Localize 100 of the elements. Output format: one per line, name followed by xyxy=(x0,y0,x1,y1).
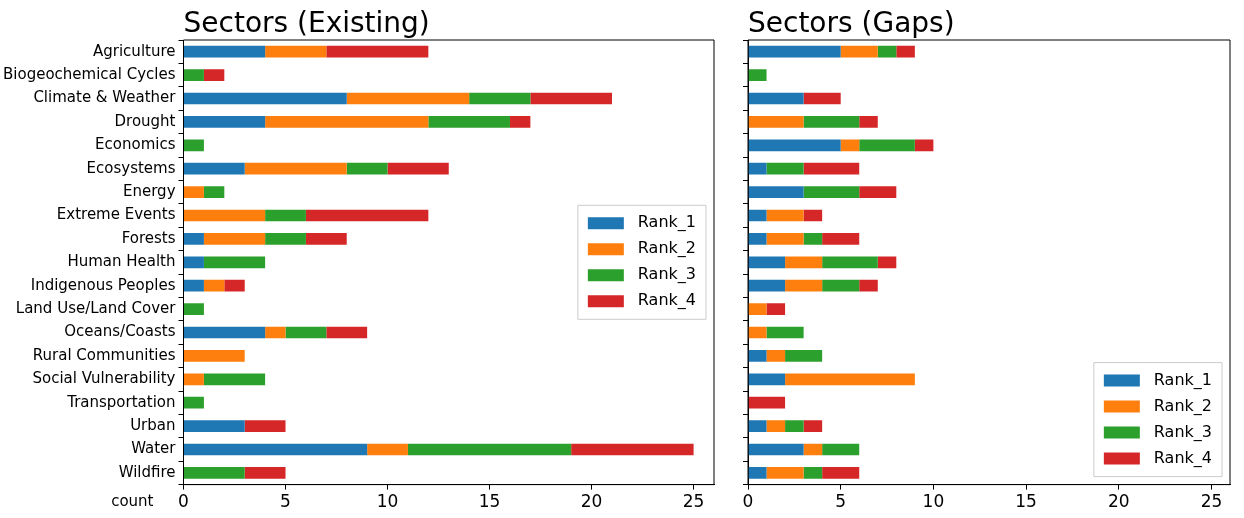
bar xyxy=(326,326,368,339)
y-tick-label: Drought xyxy=(114,111,176,130)
bar xyxy=(571,443,694,456)
bar xyxy=(244,162,347,175)
bar xyxy=(748,279,786,292)
bar xyxy=(184,373,204,386)
x-tick-label: 5 xyxy=(835,491,847,512)
legend-label: Rank_2 xyxy=(1153,395,1212,416)
bar xyxy=(822,279,860,292)
bar xyxy=(840,139,860,152)
bar xyxy=(803,92,841,105)
bar xyxy=(766,162,804,175)
x-tick-label: 15 xyxy=(478,491,501,512)
bar xyxy=(822,443,860,456)
bar xyxy=(184,256,204,269)
y-tick-label: Extreme Events xyxy=(56,205,176,224)
bar xyxy=(184,139,204,152)
bar xyxy=(803,186,860,198)
bar xyxy=(748,45,841,58)
bar xyxy=(184,326,266,339)
bar xyxy=(748,256,786,269)
y-tick-label: Transportation xyxy=(66,392,176,411)
bar xyxy=(184,396,204,409)
chart-title: Sectors (Existing) xyxy=(183,6,430,40)
bar xyxy=(766,233,804,245)
y-tick-label: Water xyxy=(131,439,177,458)
x-tick-label: 20 xyxy=(580,491,603,512)
bar xyxy=(184,45,266,58)
bar xyxy=(785,350,823,362)
x-tick-label: 25 xyxy=(682,491,705,512)
bar xyxy=(203,279,225,292)
bar xyxy=(840,45,878,58)
bar xyxy=(203,256,266,269)
bar xyxy=(766,303,786,315)
y-tick-label: Land Use/Land Cover xyxy=(15,298,177,317)
x-tick-label: 5 xyxy=(280,491,291,512)
bar xyxy=(803,116,860,128)
bar xyxy=(748,162,767,175)
bar xyxy=(305,233,347,245)
bar xyxy=(785,373,915,386)
bar xyxy=(265,326,286,339)
bar xyxy=(346,92,470,105)
legend-label: Rank_3 xyxy=(1153,421,1212,442)
bar xyxy=(785,256,823,269)
x-tick-label: 20 xyxy=(1107,491,1130,512)
bar xyxy=(748,467,767,479)
y-tick-label: Oceans/Coasts xyxy=(64,322,176,341)
bar xyxy=(748,69,767,81)
y-tick-label: Economics xyxy=(95,135,176,154)
chart-title: Sectors (Gaps) xyxy=(748,6,955,40)
bar xyxy=(530,92,612,105)
y-tick-label: Human Health xyxy=(67,252,176,271)
bar xyxy=(748,303,767,315)
bar xyxy=(748,373,786,386)
bar xyxy=(509,116,531,128)
bar xyxy=(203,69,225,81)
y-tick-label: Energy xyxy=(122,181,176,200)
bar xyxy=(265,233,306,245)
bar xyxy=(387,162,449,175)
x-tick-label: 15 xyxy=(1015,491,1037,512)
bar xyxy=(748,186,804,198)
bar xyxy=(877,256,897,269)
bar xyxy=(469,92,531,105)
bar xyxy=(859,139,915,152)
bar xyxy=(766,326,804,339)
bar xyxy=(184,116,266,128)
legend-label: Rank_4 xyxy=(637,290,696,311)
legend-label: Rank_1 xyxy=(1153,369,1212,390)
x-axis-title: count xyxy=(111,492,154,511)
bar xyxy=(803,162,860,175)
bar xyxy=(896,45,915,58)
bar xyxy=(748,396,786,409)
bar xyxy=(748,350,767,362)
bar xyxy=(859,186,897,198)
x-tick-label: 10 xyxy=(376,491,399,512)
bar xyxy=(766,209,804,222)
bar xyxy=(803,209,823,222)
x-tick-label: 25 xyxy=(1200,491,1223,512)
bar xyxy=(184,69,204,81)
x-tick-label: 0 xyxy=(178,491,189,512)
bar xyxy=(203,233,266,245)
x-tick-label: 10 xyxy=(922,491,945,512)
y-tick-label: Forests xyxy=(121,228,176,247)
bar xyxy=(859,116,878,128)
bar xyxy=(184,162,245,175)
bar xyxy=(803,233,823,245)
bar xyxy=(265,45,327,58)
y-tick-label: Ecosystems xyxy=(86,158,176,177)
bar xyxy=(428,116,510,128)
y-tick-label: Agriculture xyxy=(93,41,176,60)
bar xyxy=(346,162,388,175)
bar xyxy=(203,373,266,386)
bar xyxy=(822,467,860,479)
bar xyxy=(766,350,786,362)
bar xyxy=(822,233,860,245)
bar xyxy=(748,420,767,432)
legend-label: Rank_1 xyxy=(637,212,696,233)
bar xyxy=(184,209,266,222)
legend-label: Rank_4 xyxy=(1153,447,1212,468)
bar xyxy=(803,467,823,479)
